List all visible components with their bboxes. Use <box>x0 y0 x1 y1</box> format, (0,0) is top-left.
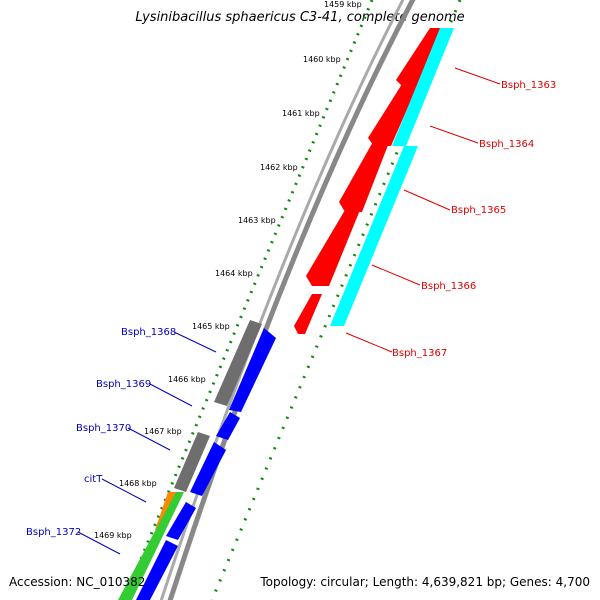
gene-label-bsph-1364[interactable]: Bsph_1364 <box>479 139 534 150</box>
leader-bsph-1363 <box>454 67 501 85</box>
scale-tick-labels: 1459 kbp 1460 kbp 1461 kbp 1462 kbp 1463… <box>94 0 362 540</box>
reverse-cds-track <box>136 328 276 600</box>
leader-bsph-1368 <box>173 331 217 353</box>
accession-text: Accession: NC_010382 <box>9 575 146 589</box>
cds-bsph-1363[interactable] <box>396 28 444 88</box>
gray-feature-2[interactable] <box>174 432 210 492</box>
gene-label-bsph-1365[interactable]: Bsph_1365 <box>451 205 506 216</box>
cds-bsph-1364[interactable] <box>368 84 418 146</box>
cds-bsph-1366[interactable] <box>306 210 360 286</box>
right-gene-labels: Bsph_1363 Bsph_1364 Bsph_1365 Bsph_1366 … <box>392 80 556 359</box>
tick-label: 1468 kbp <box>119 479 157 488</box>
gray-feature-1[interactable] <box>214 320 262 406</box>
orange-feature[interactable] <box>155 492 176 530</box>
leader-bsph-1370 <box>127 427 171 451</box>
cds-bsph-1370[interactable] <box>190 442 226 496</box>
tick-label: 1469 kbp <box>94 531 132 540</box>
cds-bsph-1367[interactable] <box>294 294 322 334</box>
leader-bsph-1364 <box>429 125 479 144</box>
cds-citt[interactable] <box>166 502 196 540</box>
cds-bsph-1365[interactable] <box>339 140 390 212</box>
gene-label-bsph-1366[interactable]: Bsph_1366 <box>421 281 476 292</box>
gene-label-bsph-1369[interactable]: Bsph_1369 <box>96 379 151 390</box>
tick-label: 1459 kbp <box>324 0 362 9</box>
cds-bsph-1372[interactable] <box>136 540 178 600</box>
backbone-outer <box>167 0 416 600</box>
leader-citt <box>101 478 147 503</box>
gene-label-bsph-1363[interactable]: Bsph_1363 <box>501 80 556 91</box>
tick-label: 1462 kbp <box>260 163 298 172</box>
forward-cds-track <box>294 28 444 334</box>
gene-label-bsph-1368[interactable]: Bsph_1368 <box>121 327 176 338</box>
cyan-feature-track <box>330 28 454 326</box>
gene-label-bsph-1372[interactable]: Bsph_1372 <box>26 527 81 538</box>
tick-label: 1467 kbp <box>144 427 182 436</box>
leader-bsph-1369 <box>149 383 193 407</box>
leader-bsph-1366 <box>371 264 421 286</box>
tick-label: 1463 kbp <box>238 216 276 225</box>
backbone-inner <box>159 0 405 600</box>
cyan-feature-2[interactable] <box>330 146 418 326</box>
cds-bsph-1369[interactable] <box>216 412 240 440</box>
left-leader-lines <box>77 331 217 555</box>
gene-label-bsph-1367[interactable]: Bsph_1367 <box>392 348 447 359</box>
gene-label-bsph-1370[interactable]: Bsph_1370 <box>76 423 131 434</box>
gene-region-track <box>118 492 184 600</box>
right-leader-lines <box>345 67 501 353</box>
topology-text: Topology: circular; Length: 4,639,821 bp… <box>260 575 590 589</box>
gray-feature-track <box>174 320 262 492</box>
map-title: Lysinibacillus sphaericus C3-41, complet… <box>135 10 465 25</box>
leader-bsph-1372 <box>77 531 121 555</box>
leader-bsph-1365 <box>403 189 451 211</box>
leader-bsph-1367 <box>345 332 393 353</box>
tick-label: 1464 kbp <box>215 269 253 278</box>
left-gene-labels: Bsph_1368 Bsph_1369 Bsph_1370 citT Bsph_… <box>26 327 176 538</box>
tick-label: 1466 kbp <box>168 375 206 384</box>
tick-label: 1461 kbp <box>282 109 320 118</box>
green-feature[interactable] <box>118 492 184 600</box>
cyan-feature-1[interactable] <box>392 28 454 146</box>
tick-label: 1460 kbp <box>303 55 341 64</box>
cds-bsph-1368[interactable] <box>229 328 276 412</box>
tick-label: 1465 kbp <box>192 322 230 331</box>
scale-track-left <box>122 0 374 600</box>
gene-label-citt[interactable]: citT <box>84 474 103 485</box>
